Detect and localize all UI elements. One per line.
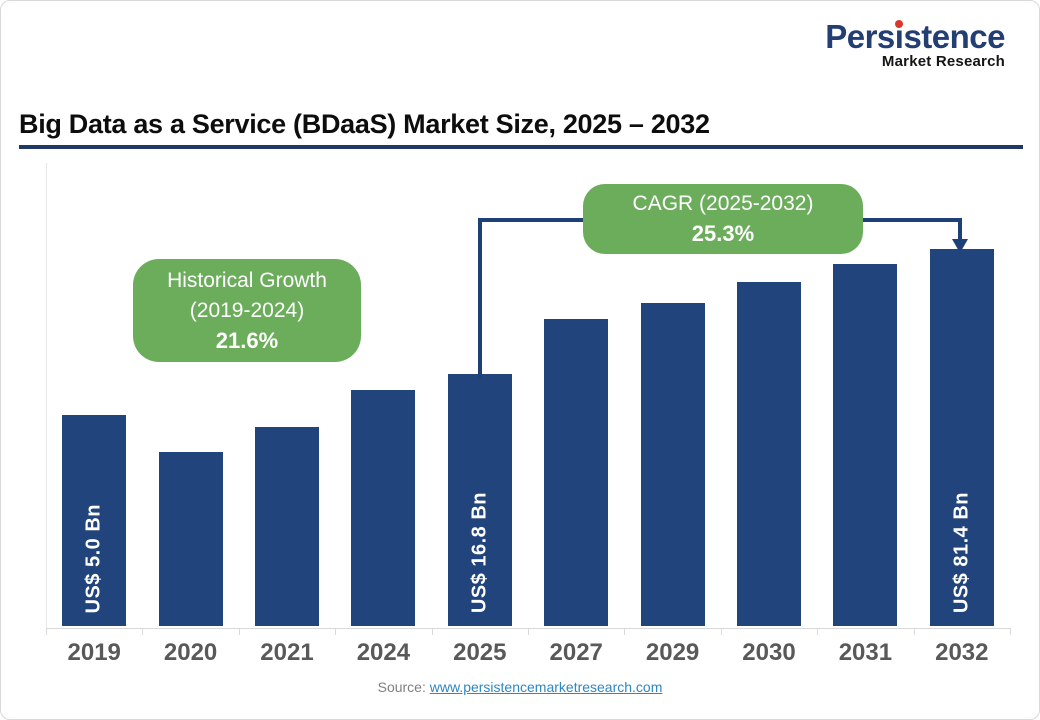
cagr-label: CAGR (2025-2032) (632, 192, 814, 215)
x-axis-label-2024: 2024 (356, 639, 411, 666)
x-axis-tick (817, 628, 819, 635)
x-axis-label-2029: 2029 (645, 639, 700, 666)
bar-2029 (640, 303, 705, 626)
title-underline (19, 145, 1023, 149)
bar-2025: US$ 16.8 Bn (447, 374, 512, 626)
historical-growth-label: Historical Growth (167, 269, 327, 292)
x-axis-label-2025: 2025 (453, 639, 507, 666)
bar-2019: US$ 5.0 Bn (62, 415, 127, 626)
cagr-callout: CAGR (2025-2032) 25.3% (583, 184, 863, 254)
pmr-logo: Persı stence Market Research (825, 18, 1005, 71)
historical-growth-callout: Historical Growth (2019-2024) 21.6% (133, 259, 361, 362)
bar-value-label: US$ 81.4 Bn (950, 491, 973, 613)
x-axis-label-2019: 2019 (67, 639, 121, 666)
x-axis-label-2027: 2027 (549, 639, 603, 666)
x-axis-tick (142, 628, 144, 635)
bar-2031 (833, 264, 898, 626)
x-axis-tick (46, 628, 47, 635)
historical-growth-period: (2019-2024) (189, 299, 305, 322)
historical-growth-value: 21.6% (215, 328, 279, 353)
x-axis-tick (720, 628, 722, 635)
x-axis-tick (238, 628, 240, 635)
y-axis-line (46, 163, 47, 628)
bar-value-label: US$ 5.0 Bn (82, 503, 105, 613)
bracket-line-from-2025 (478, 220, 482, 378)
bracket-line-left (478, 218, 585, 222)
bar-2024 (351, 390, 416, 626)
x-axis-label-2021: 2021 (260, 639, 314, 666)
arrow-down-icon (952, 239, 968, 253)
bar-2030 (737, 282, 801, 626)
logo-red-dot-icon: ı (894, 18, 904, 55)
bracket-line-right (861, 218, 962, 222)
page-title: Big Data as a Service (BDaaS) Market Siz… (19, 109, 710, 139)
cagr-value: 25.3% (691, 221, 755, 246)
x-axis-label-2032: 2032 (935, 639, 989, 666)
source-link[interactable]: www.persistencemarketresearch.com (429, 679, 663, 695)
x-axis-tick (1010, 628, 1011, 635)
source-label: Source: (377, 679, 426, 695)
bar-2032: US$ 81.4 Bn (929, 249, 994, 626)
x-axis-tick (431, 628, 433, 635)
x-axis-label-2031: 2031 (838, 639, 893, 666)
x-axis-label-2020: 2020 (163, 639, 218, 666)
bar-2027 (544, 319, 609, 626)
bracket-line-down (958, 218, 962, 240)
logo-brand-text: Persı stence (825, 18, 1005, 55)
x-axis-tick (528, 628, 529, 635)
x-axis-label-2030: 2030 (742, 639, 796, 666)
logo-subtitle: Market Research (881, 53, 1005, 70)
source-line: Source: www.persistencemarketresearch.co… (1, 679, 1039, 695)
bar-value-label: US$ 16.8 Bn (468, 491, 491, 613)
bar-2020 (158, 452, 223, 626)
x-axis-tick (913, 628, 915, 635)
x-axis-tick (624, 628, 626, 635)
x-axis-tick (335, 628, 337, 635)
bar-2021 (255, 427, 319, 626)
